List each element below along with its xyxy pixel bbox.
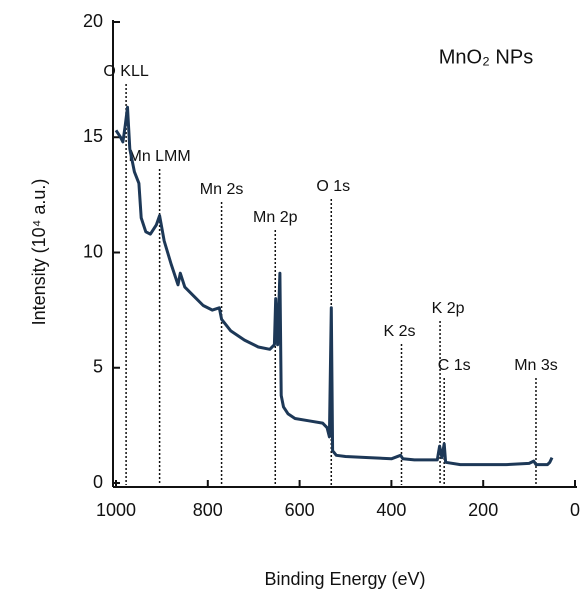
peak-label: Mn 3s <box>514 357 558 374</box>
peak-label: O 1s <box>316 178 350 195</box>
x-tick-label: 200 <box>468 500 498 520</box>
spectrum-line <box>114 105 554 467</box>
y-axis-label: Intensity (10⁴ a.u.) <box>29 179 49 326</box>
y-tick-label: 10 <box>83 241 103 261</box>
x-axis-label: Binding Energy (eV) <box>264 569 425 589</box>
chart-title: MnO₂ NPs <box>439 46 533 68</box>
y-tick-label: 5 <box>93 357 103 377</box>
peak-label: Mn 2s <box>200 181 244 198</box>
x-tick-label: 400 <box>376 500 406 520</box>
y-tick-label: 20 <box>83 11 103 31</box>
x-tick-label: 800 <box>193 500 223 520</box>
x-tick-label: 0 <box>570 500 580 520</box>
peak-label: O KLL <box>103 63 148 80</box>
x-tick-label: 600 <box>285 500 315 520</box>
peak-label: C 1s <box>438 357 471 374</box>
peak-label: Mn LMM <box>128 148 190 165</box>
peak-label: K 2s <box>383 323 415 340</box>
y-tick-label: 15 <box>83 126 103 146</box>
peak-label: Mn 2p <box>253 209 298 226</box>
x-tick-label: 1000 <box>96 500 136 520</box>
peak-label: K 2p <box>432 300 465 317</box>
y-tick-label: 0 <box>93 472 103 492</box>
